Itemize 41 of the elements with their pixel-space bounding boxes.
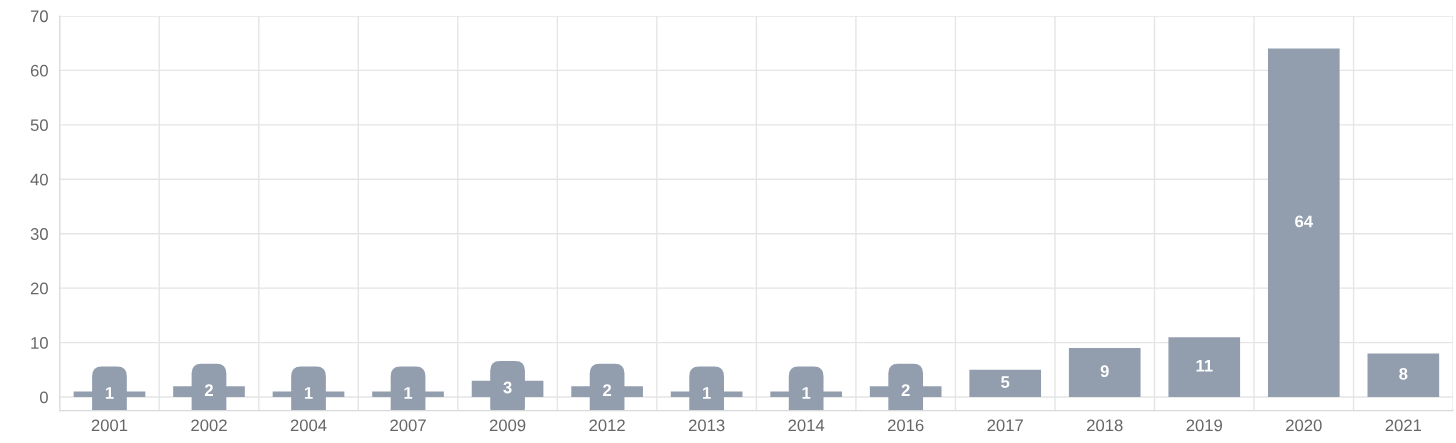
data-label: 9 [1100, 365, 1109, 378]
data-label: 5 [1001, 376, 1010, 388]
bar [1367, 353, 1440, 398]
x-tick-label: 2013 [688, 419, 725, 432]
bar [1168, 337, 1241, 398]
data-label: 1 [802, 387, 811, 399]
x-tick-label: 2019 [1186, 419, 1223, 432]
data-label: 1 [703, 387, 711, 399]
x-tick-label: 2020 [1286, 419, 1322, 432]
x-tick-label: 2012 [589, 419, 625, 432]
x-tick-label: 2001 [91, 419, 128, 432]
data-label: 8 [1399, 367, 1408, 380]
data-label: 1 [404, 387, 413, 399]
x-tick-label: 2002 [191, 419, 227, 432]
y-tick-label: 50 [30, 119, 48, 132]
y-tick-label: 30 [30, 228, 48, 240]
x-tick-label: 2004 [290, 419, 327, 432]
x-tick-label: 2016 [887, 419, 924, 432]
x-tick-label: 2021 [1385, 419, 1422, 432]
y-tick-label: 70 [30, 10, 48, 23]
y-tick-label: 20 [30, 282, 48, 295]
y-tick-label: 0 [39, 391, 48, 404]
data-label: 2 [603, 384, 612, 396]
data-label: 64 [1295, 215, 1313, 228]
y-tick-label: 60 [30, 64, 48, 77]
data-label: 1 [105, 387, 114, 399]
y-tick-label: 40 [30, 173, 48, 186]
data-label: 2 [901, 384, 910, 396]
data-label: 11 [1196, 359, 1213, 372]
data-label: 3 [503, 381, 512, 394]
x-tick-label: 2017 [987, 419, 1023, 432]
x-tick-label: 2014 [788, 419, 825, 432]
x-tick-label: 2018 [1087, 419, 1123, 432]
bar [1267, 48, 1340, 398]
bar [969, 369, 1042, 398]
data-label: 2 [204, 384, 213, 396]
bar [1068, 348, 1141, 398]
y-tick-label: 10 [31, 337, 48, 349]
x-tick-label: 2007 [390, 419, 426, 432]
x-tick-label: 2009 [489, 419, 526, 432]
data-label: 1 [304, 387, 313, 399]
